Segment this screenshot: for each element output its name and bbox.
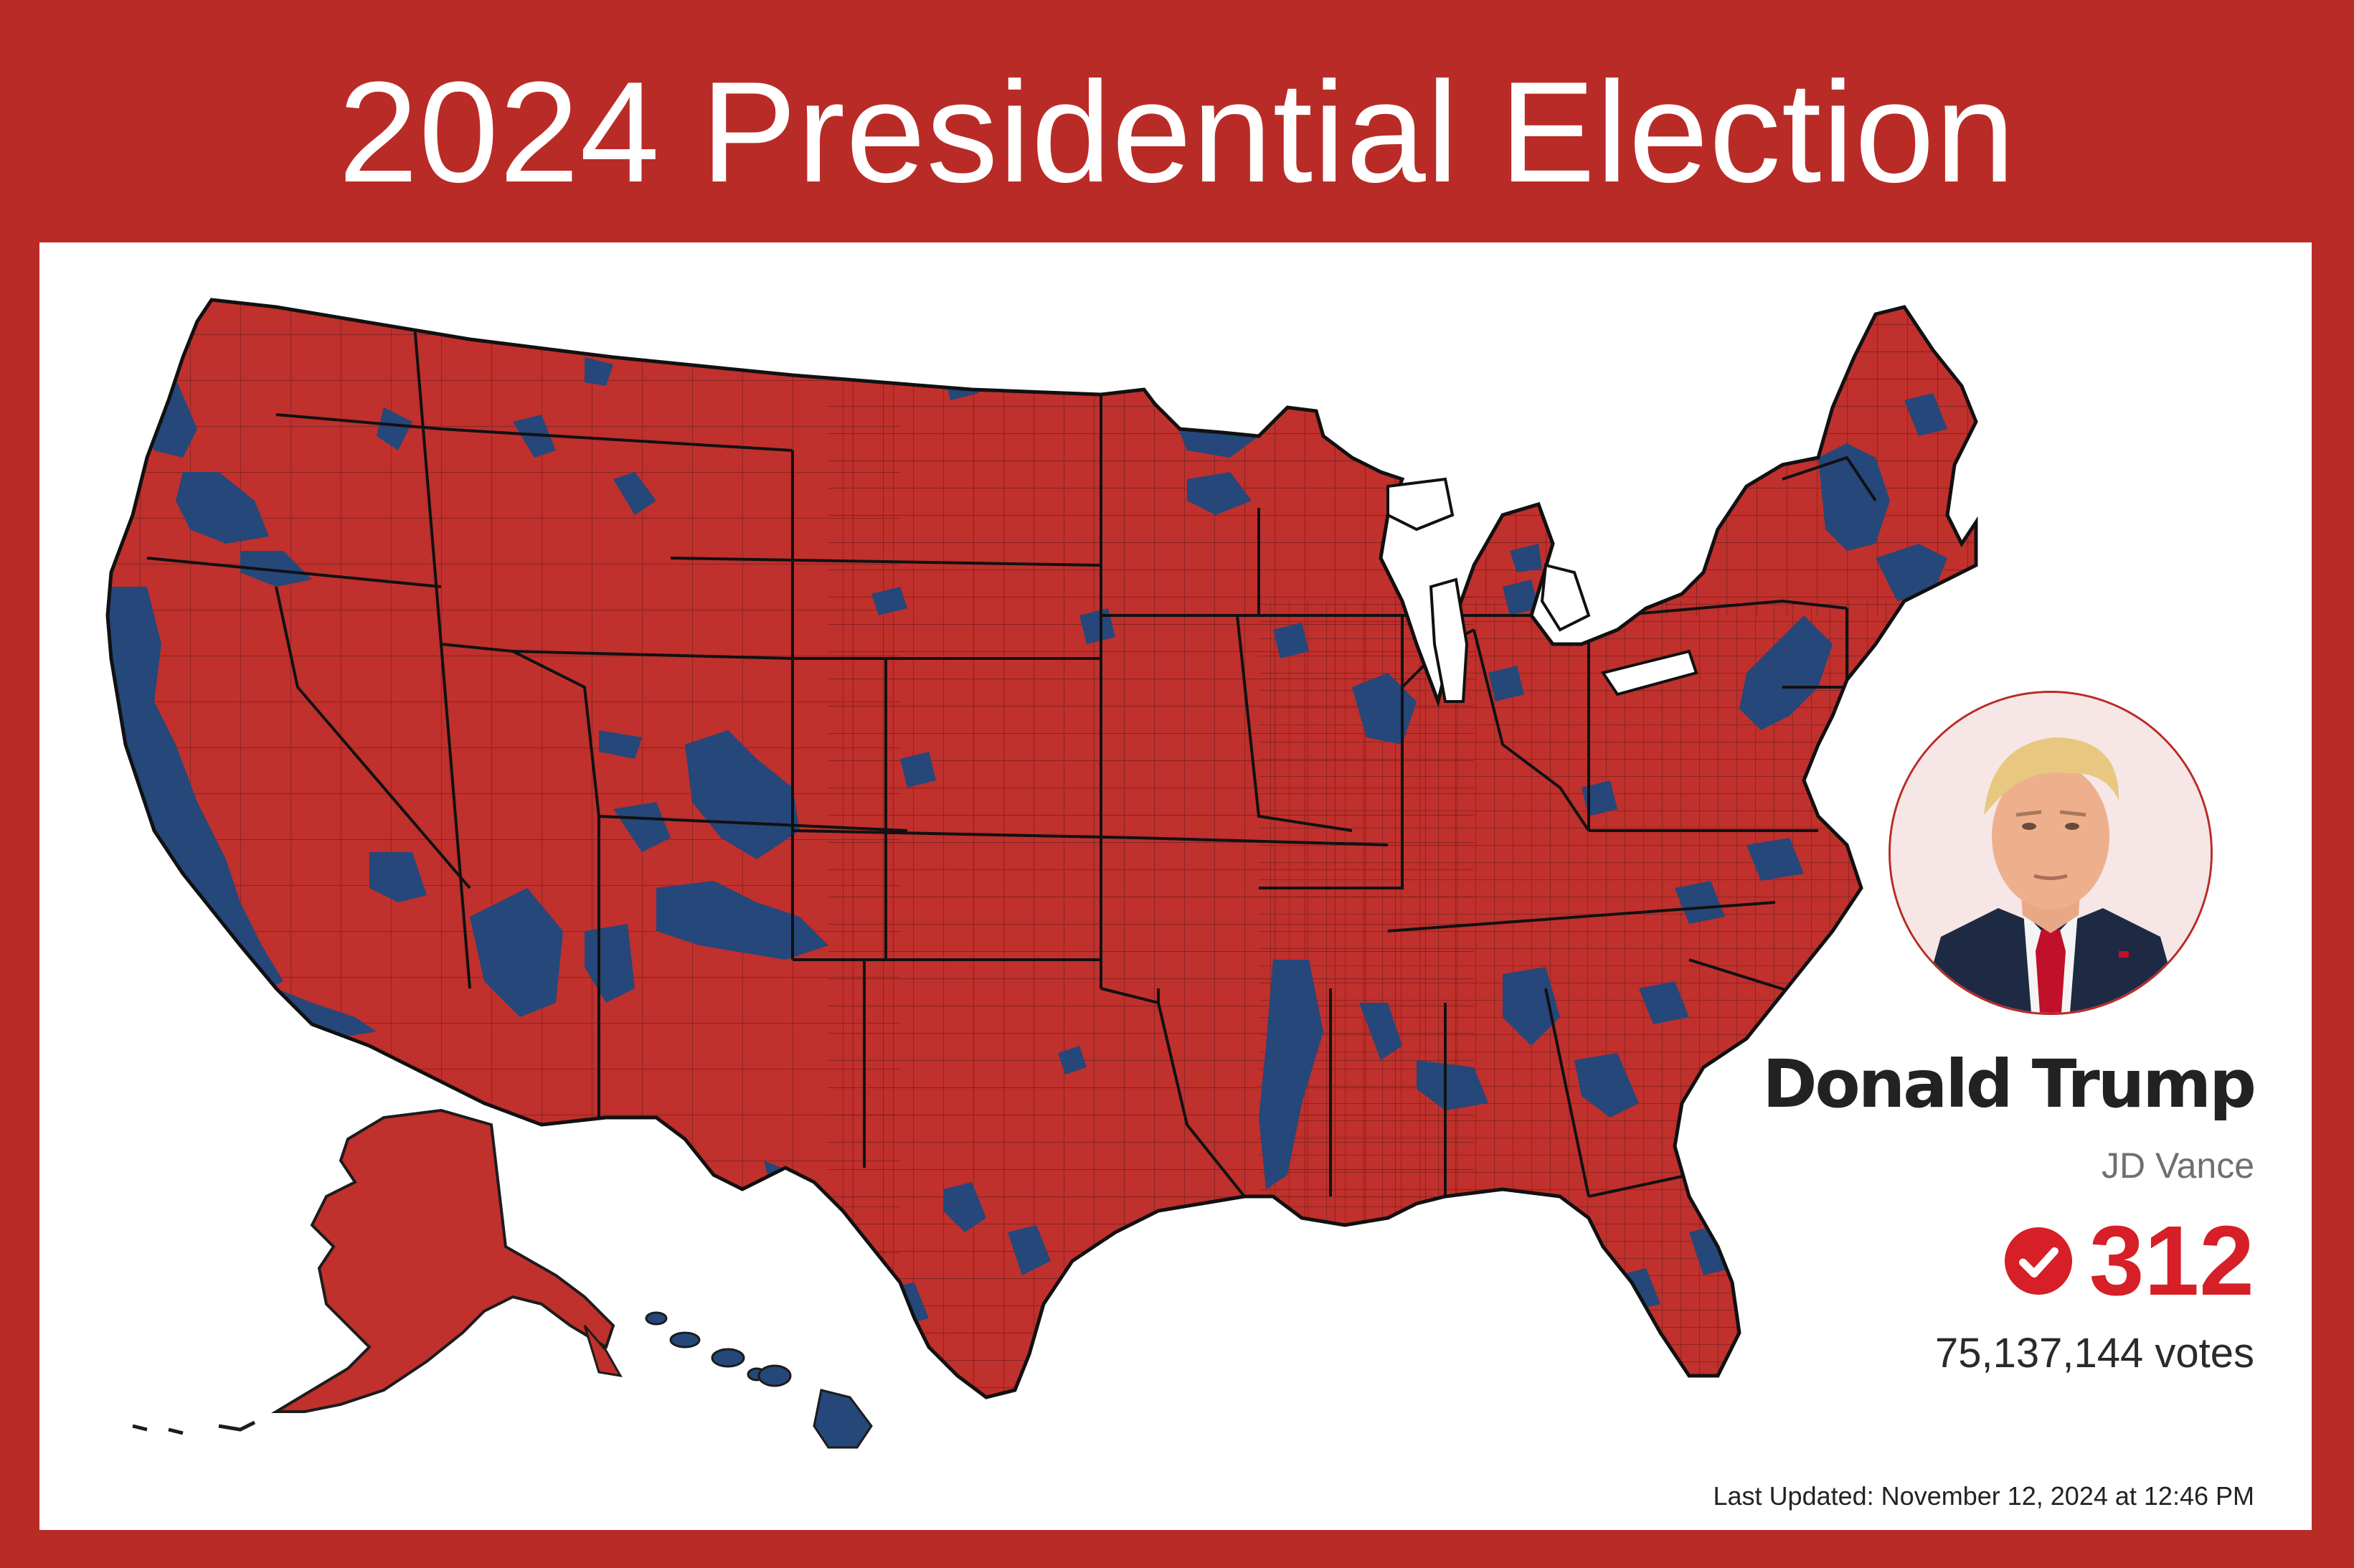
us-county-map [39,242,2312,1530]
hawaii-state [645,1311,873,1449]
popular-vote-count: 75,137,144 votes [1934,1330,2254,1376]
lower-48-states [39,242,1976,1530]
lake-superior [1386,477,1455,532]
lake-erie [1600,649,1698,696]
winner-check-icon [2004,1227,2072,1295]
alaska-state [132,1108,623,1435]
lake-michigan [1429,577,1469,703]
candidate-card: Donald Trump JD Vance 312 75,137,144 vot… [1752,242,2256,1530]
electoral-vote-count: 312 [2089,1206,2254,1316]
lake-huron [1540,563,1591,632]
running-mate-name: JD Vance [2101,1146,2254,1186]
candidate-name: Donald Trump [1762,1046,2256,1123]
last-updated-timestamp: Last Updated: November 12, 2024 at 12:46… [1713,1481,2254,1511]
page-title: 2024 Presidential Election [338,52,2016,212]
electoral-votes-row: 312 [2003,1207,2254,1315]
results-panel: Donald Trump JD Vance 312 75,137,144 vot… [39,242,2312,1530]
candidate-photo [1889,691,2213,1015]
state-borders [146,300,1877,1198]
